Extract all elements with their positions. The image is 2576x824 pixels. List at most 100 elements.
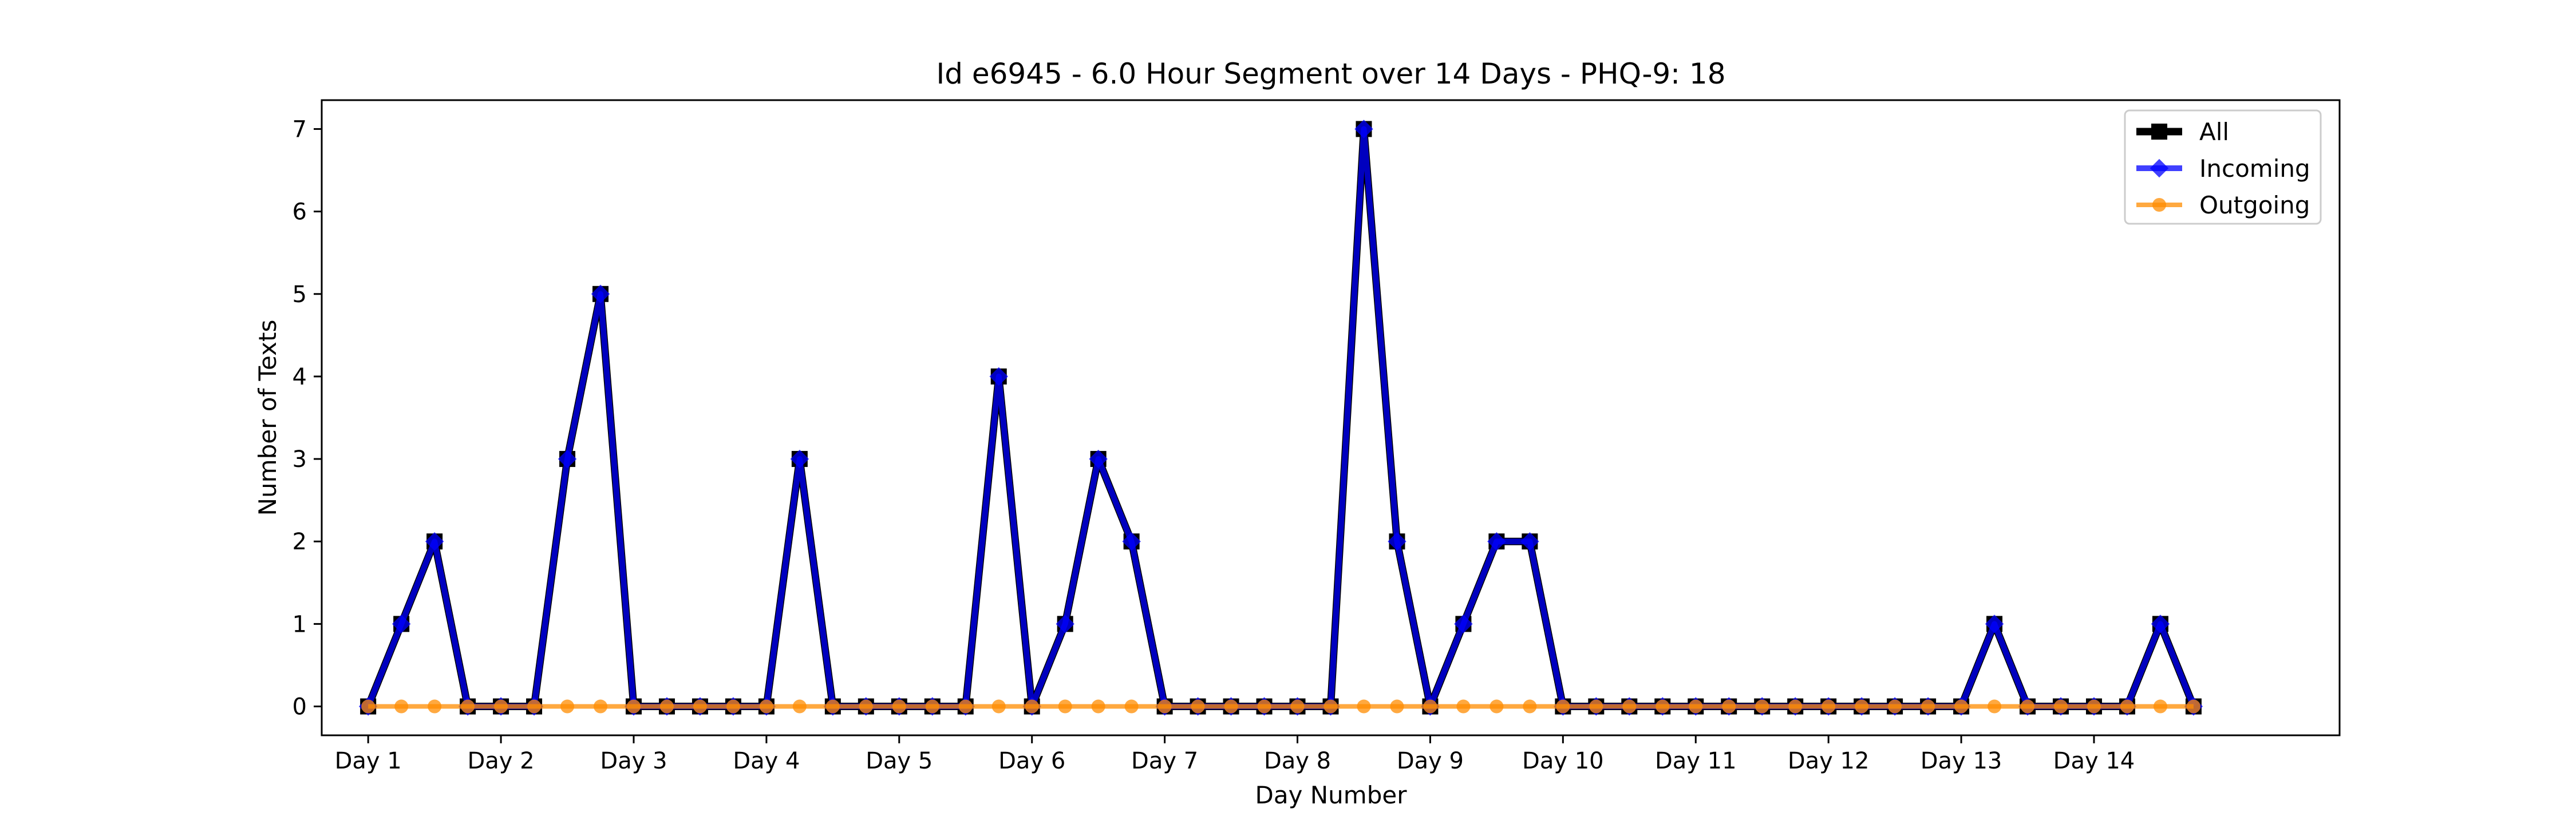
legend-label: Incoming <box>2199 154 2310 183</box>
data-point-diamond <box>989 367 1008 386</box>
data-point-circle <box>594 699 608 714</box>
data-point-circle <box>1523 699 1537 714</box>
data-point-circle <box>759 699 773 714</box>
data-point-circle <box>1224 699 1238 714</box>
data-point-circle <box>394 699 409 714</box>
data-point-diamond <box>1520 532 1539 551</box>
data-point-circle <box>1689 699 1703 714</box>
data-point-circle <box>1157 699 1172 714</box>
data-point-diamond <box>1985 615 2004 633</box>
data-point-circle <box>1722 699 1736 714</box>
y-tick-label: 4 <box>293 364 307 390</box>
legend: All Incoming Outgoing <box>2124 109 2322 225</box>
data-point-circle <box>626 699 641 714</box>
legend-item-incoming: Incoming <box>2136 154 2310 183</box>
data-point-circle <box>1025 699 1039 714</box>
plot-area <box>358 120 2203 716</box>
data-point-circle <box>1589 699 1603 714</box>
data-point-diamond <box>1122 532 1141 551</box>
data-point-circle <box>1323 699 1338 714</box>
data-point-circle <box>1822 699 1836 714</box>
x-tick-label: Day 11 <box>1655 748 1737 774</box>
y-axis-label: Number of Texts <box>254 320 282 516</box>
y-tick-label: 2 <box>293 529 307 555</box>
data-point-circle <box>1755 699 1769 714</box>
data-point-circle <box>991 699 1006 714</box>
data-point-diamond <box>392 615 411 633</box>
x-tick-label: Day 6 <box>998 748 1065 774</box>
data-point-diamond <box>790 449 809 469</box>
data-point-circle <box>2120 699 2134 714</box>
data-point-circle <box>1423 699 1437 714</box>
data-point-diamond <box>1089 449 1108 469</box>
data-point-circle <box>1788 699 1803 714</box>
data-point-diamond <box>425 532 444 551</box>
plot-frame <box>321 99 2341 736</box>
x-axis-label: Day Number <box>1255 781 1407 809</box>
data-point-circle <box>859 699 873 714</box>
data-point-circle <box>925 699 939 714</box>
data-point-circle <box>1257 699 1271 714</box>
data-point-diamond <box>1487 532 1506 551</box>
data-point-circle <box>825 699 840 714</box>
data-point-circle <box>560 699 575 714</box>
x-tick-label: Day 9 <box>1397 748 1464 774</box>
data-point-circle <box>1988 699 2002 714</box>
data-point-circle <box>1556 699 1570 714</box>
data-point-diamond <box>2151 615 2170 633</box>
legend-box <box>2124 109 2322 225</box>
data-point-square <box>2151 124 2167 140</box>
data-point-circle <box>1954 699 1969 714</box>
y-tick-label: 5 <box>293 282 307 308</box>
axis-ticks: 0 1 2 3 4 5 6 7 Day 1 Day 2 Day 3 Day 4 Day 5 Day 6 Da… <box>293 116 2135 774</box>
data-point-circle <box>461 699 475 714</box>
x-tick-label: Day 8 <box>1264 748 1331 774</box>
x-tick-label: Day 2 <box>467 748 534 774</box>
x-tick-label: Day 13 <box>1921 748 2002 774</box>
data-point-circle <box>2186 699 2200 714</box>
data-point-diamond <box>591 284 610 304</box>
legend-label: Outgoing <box>2199 191 2310 219</box>
data-point-diamond <box>1388 532 1406 551</box>
data-point-diamond <box>1454 615 1473 633</box>
y-tick-label: 6 <box>293 199 307 225</box>
data-point-circle <box>1921 699 1935 714</box>
data-point-circle <box>2053 699 2068 714</box>
data-point-circle <box>693 699 707 714</box>
y-tick-label: 3 <box>293 446 307 473</box>
data-point-circle <box>2087 699 2101 714</box>
x-tick-label: Day 12 <box>1788 748 1870 774</box>
data-point-circle <box>494 699 508 714</box>
data-point-circle <box>726 699 740 714</box>
data-point-circle <box>2153 699 2167 714</box>
x-tick-label: Day 14 <box>2053 748 2135 774</box>
data-point-circle <box>2152 198 2166 212</box>
data-point-circle <box>428 699 442 714</box>
x-tick-label: Day 10 <box>1522 748 1604 774</box>
data-point-circle <box>1290 699 1305 714</box>
data-point-circle <box>1656 699 1670 714</box>
data-point-circle <box>892 699 906 714</box>
x-tick-label: Day 7 <box>1131 748 1198 774</box>
y-tick-label: 0 <box>293 694 307 720</box>
data-point-circle <box>2021 699 2035 714</box>
data-point-circle <box>361 699 376 714</box>
data-point-circle <box>1091 699 1105 714</box>
data-point-circle <box>1357 699 1371 714</box>
data-point-circle <box>1191 699 1205 714</box>
data-point-circle <box>1390 699 1404 714</box>
x-tick-label: Day 4 <box>733 748 800 774</box>
data-point-diamond <box>1354 120 1373 138</box>
data-point-circle <box>1124 699 1139 714</box>
data-point-circle <box>1456 699 1471 714</box>
y-tick-label: 1 <box>293 611 307 637</box>
data-point-diamond <box>1056 615 1074 633</box>
data-point-circle <box>659 699 674 714</box>
data-point-circle <box>1058 699 1072 714</box>
data-point-circle <box>1888 699 1902 714</box>
data-point-diamond <box>558 449 577 469</box>
legend-item-all: All <box>2136 118 2229 146</box>
data-point-circle <box>527 699 542 714</box>
